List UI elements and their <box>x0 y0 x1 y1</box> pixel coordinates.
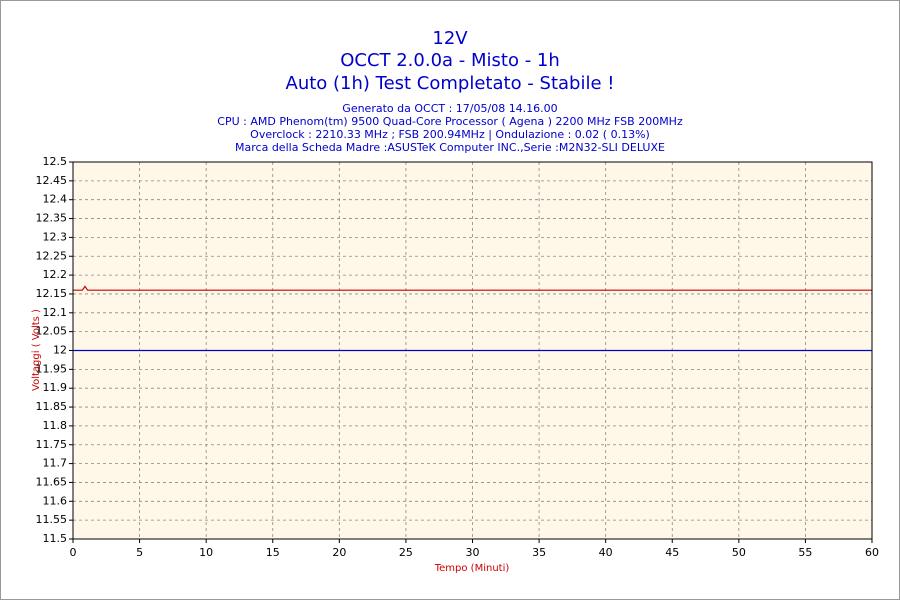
y-tick-label: 12.4 <box>43 193 68 206</box>
y-tick-label: 11.6 <box>43 494 68 507</box>
x-axis-label: Tempo (Minuti) <box>434 563 510 574</box>
subtitle: CPU : AMD Phenom(tm) 9500 Quad-Core Proc… <box>217 115 683 128</box>
subtitle: Generato da OCCT : 17/05/08 14.16.00 <box>342 102 557 115</box>
x-tick-label: 35 <box>532 546 546 559</box>
x-tick-label: 55 <box>798 546 812 559</box>
y-tick-label: 12.45 <box>36 174 68 187</box>
y-tick-label: 12 <box>53 344 67 357</box>
y-tick-label: 11.95 <box>36 362 68 375</box>
plot-border <box>72 161 873 540</box>
y-tick-label: 11.9 <box>43 381 68 394</box>
y-tick-label: 12.15 <box>36 287 68 300</box>
y-tick-label: 11.5 <box>43 532 68 545</box>
y-tick-label: 12.1 <box>43 306 68 319</box>
data-line <box>73 285 872 291</box>
x-tick-label: 30 <box>466 546 480 559</box>
y-tick-label: 11.55 <box>36 513 68 526</box>
y-tick-label: 11.8 <box>43 419 68 432</box>
y-tick-label: 12.2 <box>43 268 68 281</box>
x-tick-label: 15 <box>266 546 280 559</box>
y-tick-label: 11.75 <box>36 438 68 451</box>
y-tick-label: 11.65 <box>36 475 68 488</box>
x-tick-label: 60 <box>865 546 879 559</box>
x-tick-label: 45 <box>665 546 679 559</box>
chart-title: Auto (1h) Test Completato - Stabile ! <box>286 73 615 94</box>
y-tick-label: 12.3 <box>43 230 68 243</box>
x-tick-label: 20 <box>332 546 346 559</box>
subtitle: Overclock : 2210.33 MHz ; FSB 200.94MHz … <box>250 128 650 141</box>
x-tick-label: 10 <box>199 546 213 559</box>
y-axis-label: Voltaggi ( Volts ) <box>31 309 42 391</box>
x-tick-label: 0 <box>70 546 77 559</box>
x-tick-label: 25 <box>399 546 413 559</box>
subtitle: Marca della Scheda Madre :ASUSTeK Comput… <box>235 141 665 154</box>
chart-title: 12V <box>432 28 468 49</box>
y-tick-label: 12.05 <box>36 325 68 338</box>
x-tick-label: 50 <box>732 546 746 559</box>
y-tick-label: 11.7 <box>43 457 68 470</box>
y-tick-label: 12.35 <box>36 212 68 225</box>
chart-title: OCCT 2.0.0a - Misto - 1h <box>340 50 560 71</box>
x-tick-label: 40 <box>599 546 613 559</box>
x-tick-label: 5 <box>136 546 143 559</box>
y-tick-label: 11.85 <box>36 400 68 413</box>
y-tick-label: 12.5 <box>43 155 68 168</box>
y-tick-label: 12.25 <box>36 249 68 262</box>
